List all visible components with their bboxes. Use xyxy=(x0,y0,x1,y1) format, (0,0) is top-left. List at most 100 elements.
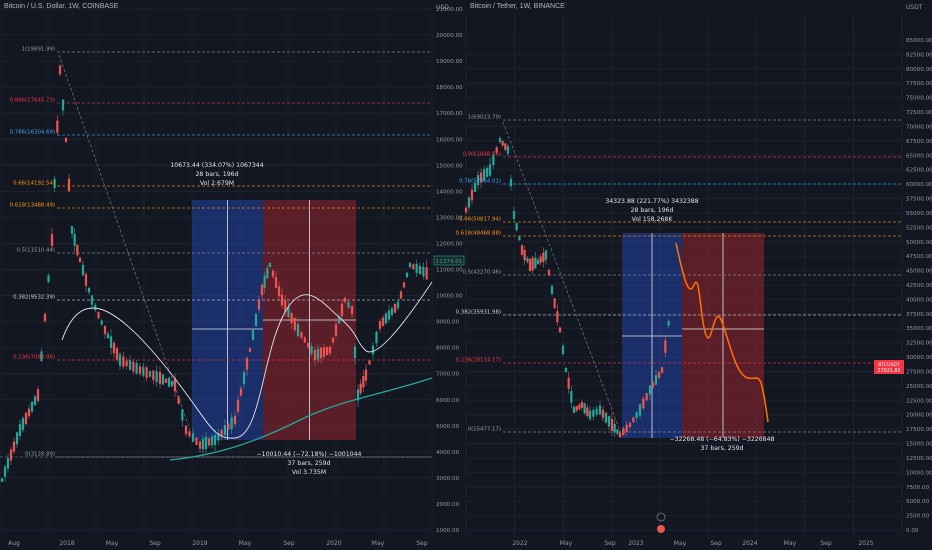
right-x-tick-label: May xyxy=(560,540,573,547)
right-event-icon xyxy=(657,525,665,533)
left-candle-body xyxy=(27,408,31,417)
left-candle-body xyxy=(220,429,223,437)
left-candle-body xyxy=(371,345,375,355)
left-y-tick-label: 6000.00 xyxy=(436,398,460,404)
left-candle-body xyxy=(109,336,113,348)
right-candle-body xyxy=(520,245,524,255)
left-x-tick-label: Sep xyxy=(416,540,428,547)
right-candle-body xyxy=(464,207,468,213)
right-pane xyxy=(464,14,903,538)
right-flag-icon xyxy=(656,512,666,522)
left-candle-body xyxy=(112,342,116,354)
left-candle-body xyxy=(287,306,290,318)
left-measure-down-label: Vol 3.735M xyxy=(292,469,326,476)
left-candle-body xyxy=(248,348,252,352)
right-candle-body xyxy=(531,257,534,271)
left-x-tick-label: May xyxy=(106,540,119,547)
left-chart-title: Bitcoin / U.S. Dollar, 1W, COINBASE xyxy=(4,3,119,10)
right-candle-body xyxy=(664,340,667,353)
left-candle-body xyxy=(58,65,62,75)
right-x-tick-label: 2023 xyxy=(628,540,643,547)
left-candle-body xyxy=(103,325,107,335)
left-candle-body xyxy=(340,303,344,317)
left-candle-body xyxy=(316,348,320,360)
right-y-tick-label: 55000.00 xyxy=(906,211,932,217)
right-measure-up-label: Vol 158.268K xyxy=(632,216,674,223)
right-y-tick-label: 85000.00 xyxy=(906,38,932,44)
left-candle-body xyxy=(213,434,217,446)
right-candle-body xyxy=(498,137,502,143)
left-candle-body xyxy=(24,412,28,424)
right-y-tick-label: 20000.00 xyxy=(906,413,932,419)
left-candle-body xyxy=(40,351,43,362)
right-candle-body xyxy=(501,141,504,146)
left-candle-body xyxy=(408,262,412,268)
left-candle-body xyxy=(303,337,306,343)
right-measure-up-label: 34323.88 (221.77%) 3432388 xyxy=(605,198,698,205)
left-candle-body xyxy=(296,323,300,337)
right-candle-body xyxy=(583,403,586,414)
left-candle-body xyxy=(18,424,22,436)
left-candle-body xyxy=(233,415,237,425)
left-candle-body xyxy=(230,417,233,430)
left-candle-body xyxy=(56,120,59,133)
right-candle-body xyxy=(506,146,510,154)
left-candle-body xyxy=(334,324,338,336)
right-fib-label: 0(15477.17) xyxy=(468,427,501,433)
right-x-tick-label: 2022 xyxy=(512,540,527,547)
left-y-tick-label: 3000.00 xyxy=(436,476,460,482)
left-candle-body xyxy=(356,389,360,401)
left-candle-body xyxy=(164,378,168,383)
right-y-tick-label: 5000.00 xyxy=(906,499,930,505)
right-y-tick-label: 45000.00 xyxy=(906,269,932,275)
right-candle-body xyxy=(526,258,529,262)
left-measure-up-label: 10673.44 (334.07%) 1067344 xyxy=(170,162,263,169)
right-candle-body xyxy=(598,405,602,415)
right-candle-body xyxy=(512,211,516,219)
left-candle-body xyxy=(390,308,394,315)
left-price-tag-value: 11374.01 xyxy=(436,259,463,265)
right-y-tick-label: 72500.00 xyxy=(906,110,932,116)
left-candle-body xyxy=(90,295,94,305)
left-y-tick-label: 2000.00 xyxy=(436,502,460,508)
left-candle-body xyxy=(260,284,264,296)
right-y-tick-label: 22500.00 xyxy=(906,398,932,404)
right-fib-label: 0.66(50817.94) xyxy=(459,217,501,223)
right-price-tag-value: 27021.81 xyxy=(878,368,901,374)
left-candle-body xyxy=(227,423,230,430)
right-price-tag-symbol: BTCUSDT xyxy=(878,362,900,368)
left-measure-up-label: 28 bars, 196d xyxy=(196,171,239,178)
right-y-tick-label: 82500.00 xyxy=(906,52,932,58)
right-candle-body xyxy=(648,385,652,395)
right-candle-body xyxy=(518,236,521,241)
right-candle-body xyxy=(528,258,532,272)
left-candle-body xyxy=(167,377,171,387)
right-candle-body xyxy=(651,382,655,388)
left-candle-body xyxy=(50,234,54,246)
left-candle-body xyxy=(122,356,125,367)
right-candle-body xyxy=(601,409,605,418)
right-candle-body xyxy=(476,174,480,186)
left-fib-label: 0(3128.89) xyxy=(25,452,55,458)
right-y-tick-label: 75000.00 xyxy=(906,96,932,102)
left-fib-label: 0.866(17645.73) xyxy=(10,98,55,104)
left-candle-body xyxy=(33,396,37,406)
left-candle-body xyxy=(399,291,403,299)
left-candle-body xyxy=(142,367,145,376)
right-x-tick-label: Sep xyxy=(710,540,722,547)
left-ma-white-line xyxy=(61,281,433,439)
right-y-tick-label: 80000.00 xyxy=(906,67,932,73)
left-candle-body xyxy=(81,264,85,276)
right-y-tick-label: 52500.00 xyxy=(906,225,932,231)
left-candle-body xyxy=(9,449,13,461)
left-candle-body xyxy=(313,350,317,360)
left-candle-body xyxy=(125,360,128,367)
left-candle-body xyxy=(307,342,310,348)
left-candle-body xyxy=(242,372,246,384)
right-candle-body xyxy=(610,419,614,431)
left-candle-body xyxy=(331,337,335,343)
right-candle-body xyxy=(625,424,628,432)
right-y-tick-label: 15000.00 xyxy=(906,442,932,448)
right-candle-body xyxy=(495,147,498,153)
